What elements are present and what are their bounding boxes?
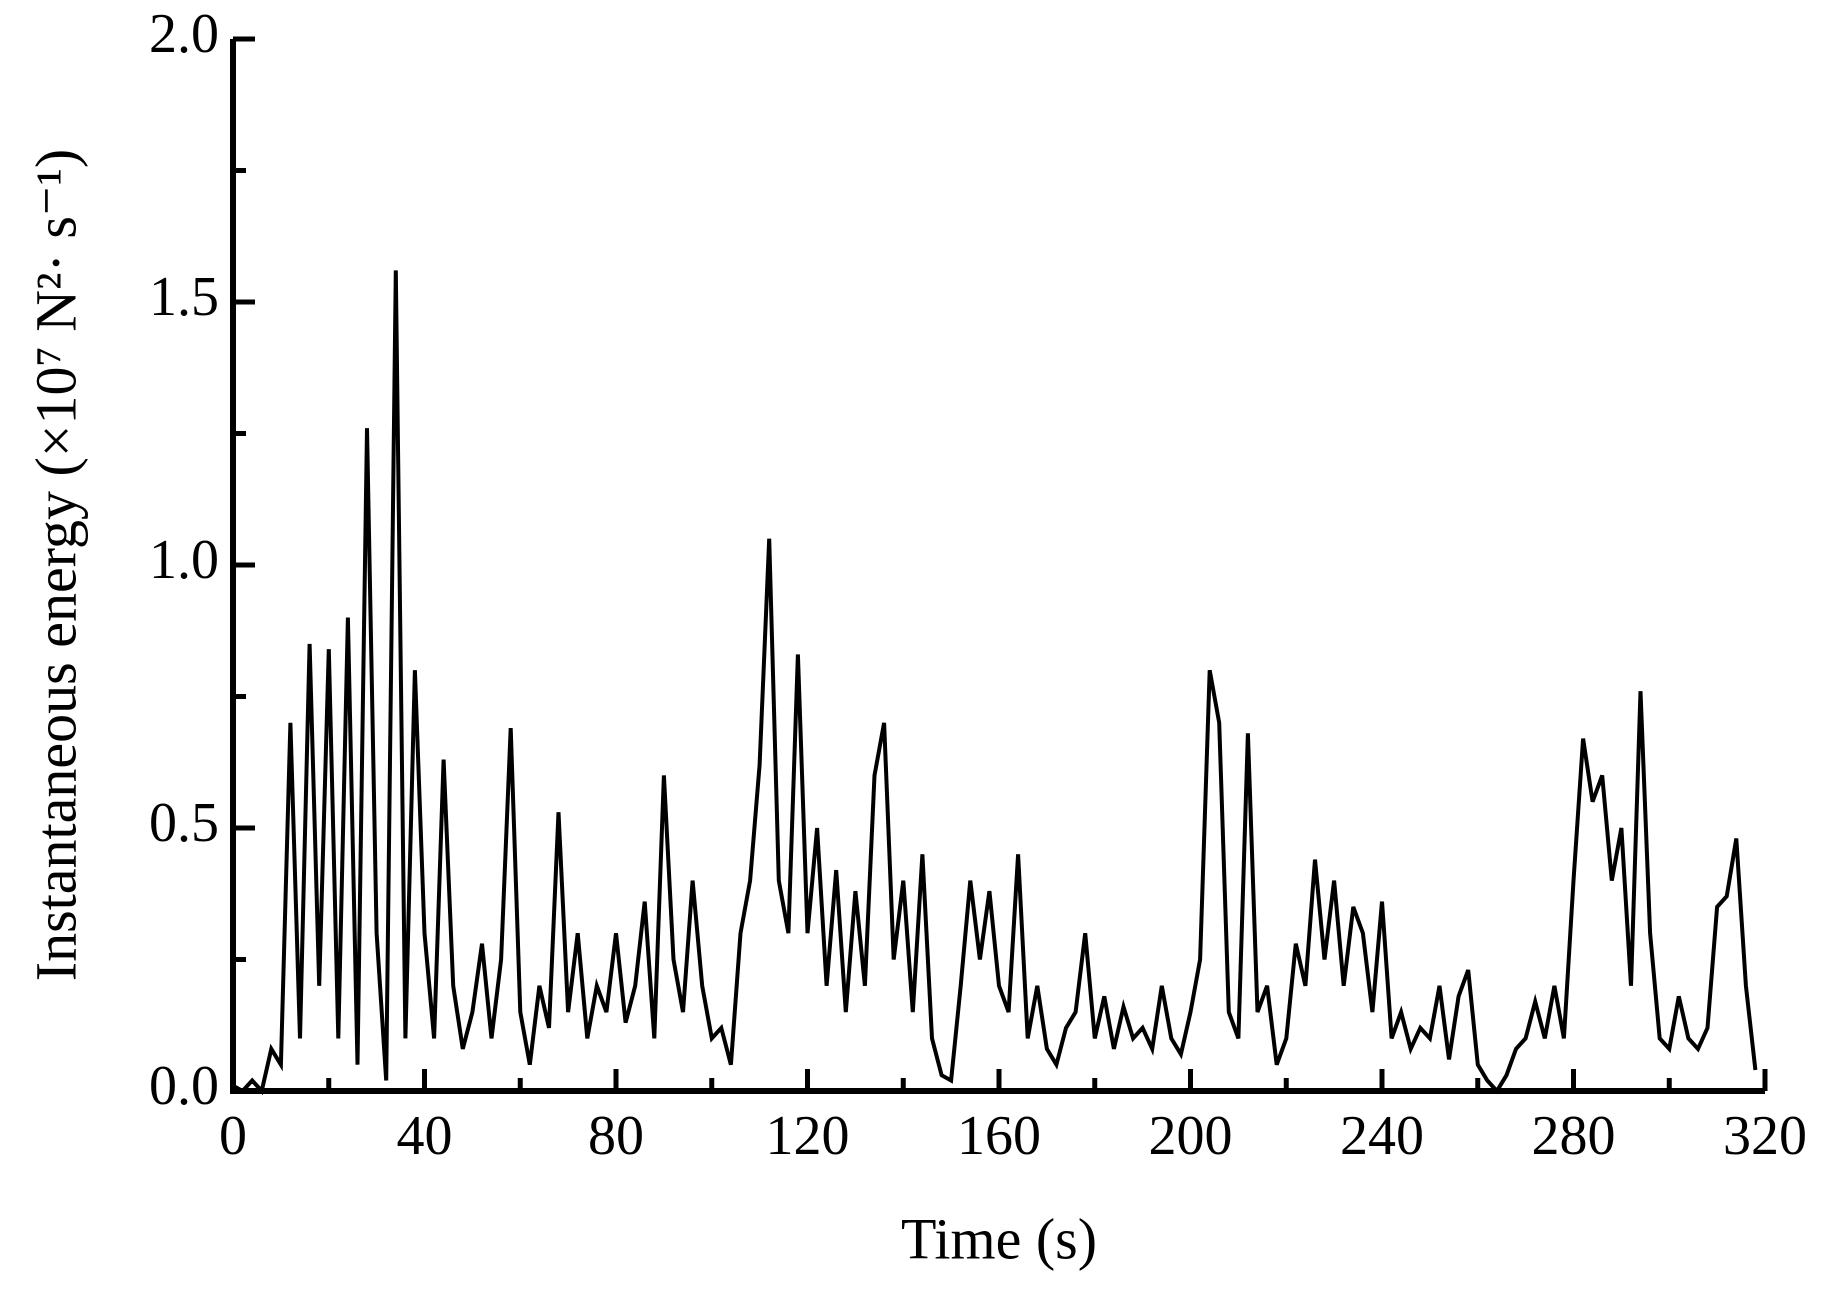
data-line (232, 270, 1758, 1096)
x-axis-title: Time (s) (901, 1206, 1097, 1271)
y-tick-label: 1.5 (149, 266, 219, 328)
x-tick-label: 280 (1532, 1105, 1616, 1167)
x-tick-label: 200 (1149, 1105, 1233, 1167)
x-tick-label: 40 (397, 1105, 453, 1167)
x-tick-label: 320 (1723, 1105, 1807, 1167)
y-tick-label: 0.5 (149, 792, 219, 854)
x-tick-label: 160 (957, 1105, 1041, 1167)
y-tick-label: 1.0 (149, 529, 219, 591)
y-tick-label: 2.0 (149, 3, 219, 65)
x-tick-label: 120 (766, 1105, 850, 1167)
x-tick-label: 240 (1340, 1105, 1424, 1167)
y-axis-title: Instantaneous energy (×10⁷ N²· s⁻¹) (23, 149, 88, 981)
x-tick-label: 80 (588, 1105, 644, 1167)
x-tick-label: 0 (219, 1105, 247, 1167)
y-tick-label: 0.0 (149, 1055, 219, 1117)
